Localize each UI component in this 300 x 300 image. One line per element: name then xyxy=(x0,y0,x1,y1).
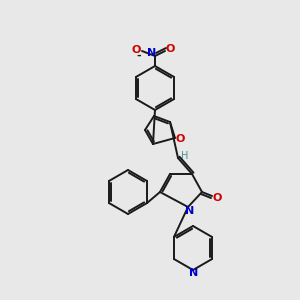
Text: H: H xyxy=(181,151,189,161)
Text: O: O xyxy=(175,134,185,144)
Text: O: O xyxy=(165,44,175,54)
Text: -: - xyxy=(137,51,141,61)
Text: O: O xyxy=(131,45,141,55)
Text: N: N xyxy=(189,268,199,278)
Text: N: N xyxy=(147,48,157,58)
Text: O: O xyxy=(212,193,222,203)
Text: N: N xyxy=(185,206,195,216)
